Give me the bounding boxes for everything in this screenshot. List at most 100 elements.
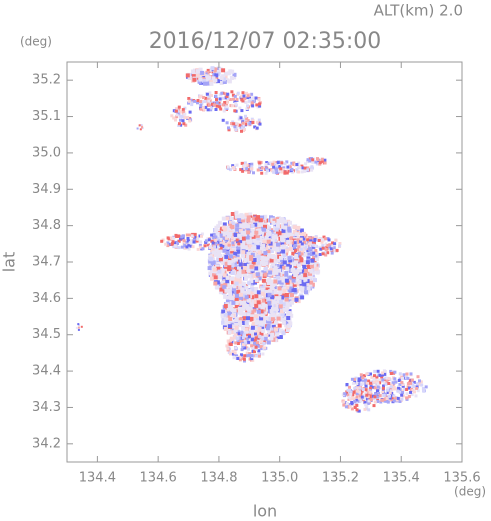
echo-pixel (257, 98, 261, 102)
echo-pixel (187, 247, 191, 251)
echo-pixel (251, 242, 255, 247)
echo-pixel (269, 161, 273, 165)
echo-pixel (252, 171, 255, 175)
echo-pixel (302, 282, 307, 287)
echo-pixel (282, 244, 287, 249)
echo-pixel (234, 102, 238, 106)
echo-pixel (252, 245, 257, 250)
echo-pixel (245, 346, 249, 350)
echo-pixel (223, 101, 227, 104)
echo-pixel (328, 243, 332, 247)
echo-pixel (214, 241, 218, 245)
echo-pixel (265, 326, 270, 331)
echo-pixel (201, 105, 205, 109)
echo-pixel (250, 92, 254, 96)
echo-pixel (237, 117, 241, 121)
echo-pixel (282, 260, 287, 265)
echo-pixel (227, 289, 232, 293)
echo-pixel (214, 238, 218, 242)
echo-pixel (230, 276, 235, 281)
echo-pixel (310, 258, 315, 263)
echo-pixel (214, 246, 219, 251)
echo-pixel (280, 295, 285, 300)
echo-pixel (234, 296, 239, 301)
echo-pixel (224, 321, 229, 326)
echo-pixel (290, 167, 294, 171)
echo-pixel (331, 241, 335, 245)
echo-pixel (320, 157, 324, 161)
echo-pixel (241, 99, 245, 103)
echo-pixel (272, 160, 276, 164)
echo-pixel (308, 237, 313, 242)
echo-pixel (210, 239, 214, 243)
echo-pixel (369, 372, 372, 376)
echo-pixel (315, 244, 318, 248)
echo-pixel (233, 265, 238, 269)
echo-pixel (303, 245, 307, 250)
echo-pixel (360, 395, 364, 399)
echo-pixel (290, 300, 295, 305)
echo-pixel (171, 240, 175, 244)
echo-pixel (229, 295, 234, 300)
echo-pixel (208, 91, 212, 95)
echo-pixel (302, 237, 306, 241)
echo-pixel (224, 236, 228, 240)
echo-pixel (255, 320, 260, 324)
echo-pixel (292, 282, 297, 287)
echo-pixel (198, 67, 203, 72)
echo-pixel (246, 347, 250, 351)
echo-pixel (355, 408, 359, 412)
echo-pixel (359, 373, 363, 377)
echo-pixel (411, 382, 415, 386)
echo-pixel (258, 294, 263, 298)
echo-pixel (270, 307, 275, 312)
echo-pixel (255, 245, 260, 250)
echo-pixel (221, 320, 225, 325)
echo-pixel (193, 232, 197, 236)
echo-pixel (263, 214, 268, 219)
echo-pixel (311, 160, 315, 164)
y-tick-label: 34.3 (32, 400, 61, 415)
echo-pixel (388, 396, 392, 400)
echo-pixel (257, 339, 261, 343)
echo-pixel (376, 400, 379, 403)
echo-pixel (250, 101, 254, 105)
echo-pixel (180, 245, 184, 249)
echo-pixel (372, 404, 376, 408)
echo-pixel (215, 231, 220, 236)
echo-pixel (190, 234, 194, 238)
echo-pixel (240, 94, 244, 98)
echo-pixel (320, 240, 324, 244)
echo-pixel (314, 249, 318, 252)
echo-pixel (247, 340, 251, 344)
echo-pixel (209, 81, 214, 86)
echo-pixel (212, 267, 217, 272)
echo-pixel (259, 345, 263, 349)
echo-pixel (285, 160, 289, 164)
echo-pixel (230, 263, 235, 267)
echo-pixel (416, 389, 420, 393)
echo-pixel (260, 291, 265, 296)
echo-pixel (285, 171, 289, 175)
echo-pixel (232, 268, 237, 273)
echo-pixel (250, 354, 254, 357)
echo-pixel (260, 301, 265, 305)
echo-pixel (384, 376, 388, 380)
echo-pixel (305, 166, 309, 170)
echo-pixel (201, 247, 205, 251)
echo-pixel (243, 232, 248, 237)
echo-pixel (420, 383, 424, 387)
y-axis-label: lat (0, 252, 19, 273)
echo-pixel (265, 224, 270, 229)
echo-pixel (224, 254, 229, 259)
echo-pixel (269, 265, 274, 270)
echo-pixel (266, 324, 271, 329)
echo-pixel (294, 255, 299, 260)
echo-pixel (276, 221, 281, 226)
echo-pixel (228, 98, 232, 101)
echo-pixel (244, 122, 248, 126)
echo-pixel (223, 304, 228, 308)
echo-pixel (195, 239, 199, 243)
echo-pixel (160, 239, 164, 243)
echo-pixel (242, 333, 247, 338)
